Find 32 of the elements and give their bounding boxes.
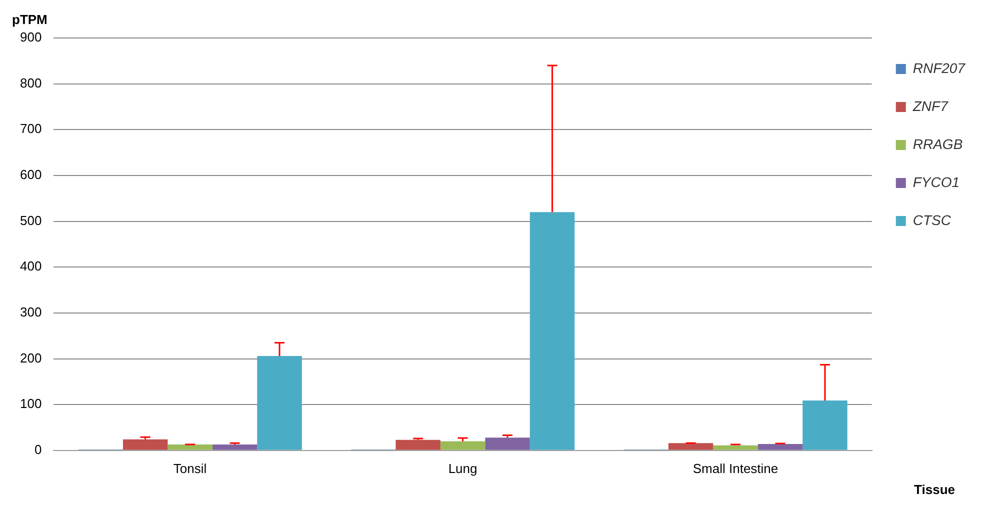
y-tick-label: 900 xyxy=(20,30,42,45)
y-tick-label: 500 xyxy=(20,212,42,228)
y-tick-label: 0 xyxy=(34,442,42,457)
bar xyxy=(485,438,530,450)
y-tick-label: 700 xyxy=(20,121,42,136)
x-tick-label: Lung xyxy=(448,460,478,476)
legend-label: FYCO1 xyxy=(912,174,960,190)
y-tick-label: 800 xyxy=(20,75,42,90)
x-tick-label: Small Intestine xyxy=(692,460,778,476)
bar xyxy=(440,441,486,450)
bar xyxy=(668,443,714,450)
bar xyxy=(530,212,575,450)
x-tick-label: Tonsil xyxy=(173,460,207,476)
bar xyxy=(168,444,212,450)
bar xyxy=(122,439,168,450)
legend-label: CTSC xyxy=(912,212,952,228)
y-tick-label: 600 xyxy=(20,167,42,182)
bar xyxy=(802,400,848,450)
legend-label: RNF207 xyxy=(912,60,966,76)
y-tick-label: 200 xyxy=(20,350,42,366)
y-axis-title: pTPM xyxy=(12,12,48,28)
bar xyxy=(758,444,803,450)
x-axis-title: Tissue xyxy=(914,482,955,498)
y-tick-label: 300 xyxy=(20,304,42,320)
legend-label: ZNF7 xyxy=(912,98,950,114)
legend-label: RRAGB xyxy=(912,136,963,152)
y-tick-label: 400 xyxy=(20,258,42,274)
bar xyxy=(396,440,440,450)
bar xyxy=(257,356,302,450)
bar xyxy=(212,444,258,450)
y-tick-label: 100 xyxy=(20,396,42,412)
bar xyxy=(713,445,758,450)
